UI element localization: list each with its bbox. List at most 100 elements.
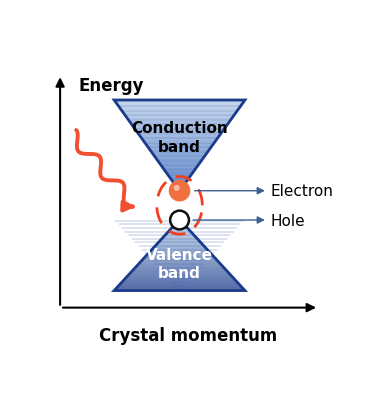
Polygon shape (127, 118, 232, 119)
Polygon shape (179, 191, 180, 192)
Polygon shape (145, 257, 214, 258)
Polygon shape (160, 165, 199, 166)
Polygon shape (150, 251, 209, 252)
Polygon shape (135, 130, 224, 131)
Polygon shape (144, 258, 215, 259)
Polygon shape (128, 120, 231, 121)
Polygon shape (165, 171, 194, 172)
Polygon shape (164, 170, 195, 171)
Polygon shape (162, 167, 197, 168)
Polygon shape (135, 267, 224, 268)
Polygon shape (121, 110, 239, 111)
Polygon shape (153, 248, 206, 249)
Polygon shape (131, 272, 228, 273)
Polygon shape (157, 244, 203, 245)
Polygon shape (169, 177, 190, 178)
Polygon shape (121, 282, 238, 283)
Circle shape (170, 211, 189, 230)
Polygon shape (124, 114, 235, 115)
Polygon shape (121, 283, 239, 284)
Polygon shape (168, 232, 191, 233)
Polygon shape (136, 131, 223, 132)
Polygon shape (118, 106, 241, 107)
Polygon shape (130, 273, 229, 274)
Polygon shape (141, 138, 218, 139)
Polygon shape (162, 238, 197, 239)
Polygon shape (145, 256, 214, 257)
Polygon shape (154, 156, 205, 157)
Polygon shape (140, 262, 219, 263)
Polygon shape (173, 226, 186, 227)
Polygon shape (150, 150, 210, 151)
Polygon shape (145, 144, 214, 145)
Polygon shape (138, 134, 221, 135)
Polygon shape (139, 135, 220, 136)
Polygon shape (174, 225, 185, 226)
Polygon shape (139, 263, 221, 264)
Polygon shape (149, 148, 211, 149)
Polygon shape (153, 154, 206, 155)
Polygon shape (155, 157, 204, 158)
Text: Hole: Hole (270, 213, 305, 228)
Polygon shape (116, 103, 243, 104)
Polygon shape (134, 268, 225, 269)
Polygon shape (166, 234, 193, 235)
Polygon shape (121, 111, 238, 112)
Polygon shape (120, 108, 240, 109)
Polygon shape (148, 147, 212, 148)
Polygon shape (167, 174, 192, 175)
Polygon shape (134, 128, 225, 129)
Circle shape (174, 186, 179, 191)
Polygon shape (138, 265, 222, 266)
Circle shape (169, 180, 190, 202)
Polygon shape (131, 123, 229, 124)
Polygon shape (154, 247, 205, 248)
Polygon shape (133, 270, 226, 271)
Polygon shape (132, 271, 228, 272)
Polygon shape (149, 252, 210, 253)
Polygon shape (117, 104, 242, 105)
Polygon shape (175, 224, 184, 225)
Polygon shape (149, 149, 210, 150)
Polygon shape (178, 189, 181, 190)
Polygon shape (158, 162, 201, 163)
Polygon shape (160, 164, 199, 165)
Text: Electron: Electron (270, 184, 334, 199)
Polygon shape (177, 222, 182, 223)
Polygon shape (163, 169, 196, 170)
Polygon shape (156, 159, 203, 160)
Polygon shape (142, 139, 217, 140)
Polygon shape (138, 133, 222, 134)
Polygon shape (176, 223, 184, 224)
Polygon shape (161, 166, 197, 167)
Polygon shape (124, 115, 235, 116)
Polygon shape (171, 179, 188, 180)
Polygon shape (167, 233, 193, 234)
Polygon shape (129, 274, 230, 275)
Polygon shape (122, 281, 237, 282)
Text: Crystal momentum: Crystal momentum (99, 326, 277, 344)
Polygon shape (172, 182, 187, 183)
Polygon shape (134, 269, 225, 270)
Polygon shape (137, 266, 223, 267)
Polygon shape (160, 240, 199, 241)
Polygon shape (145, 143, 214, 144)
Polygon shape (140, 137, 219, 138)
Polygon shape (116, 288, 243, 289)
Polygon shape (156, 245, 204, 246)
Polygon shape (176, 186, 184, 187)
Polygon shape (178, 190, 181, 191)
Polygon shape (143, 141, 216, 142)
Polygon shape (172, 227, 187, 228)
Polygon shape (126, 277, 233, 278)
Polygon shape (127, 276, 232, 277)
Polygon shape (170, 229, 189, 230)
Polygon shape (176, 187, 183, 188)
Polygon shape (144, 142, 215, 143)
Polygon shape (138, 264, 221, 265)
Polygon shape (151, 250, 208, 251)
Polygon shape (123, 280, 236, 281)
Polygon shape (134, 129, 225, 130)
Polygon shape (168, 175, 192, 176)
Polygon shape (141, 261, 218, 262)
